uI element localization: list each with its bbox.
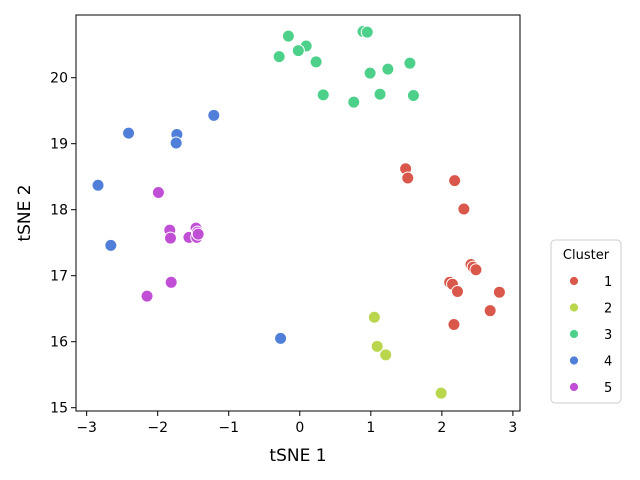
point-cluster-1 <box>492 285 506 299</box>
point-cluster-1 <box>457 202 471 216</box>
point-cluster-1 <box>469 263 483 277</box>
legend-marker <box>569 302 579 313</box>
legend-label: 1 <box>604 275 612 290</box>
point-cluster-5 <box>164 275 178 289</box>
point-cluster-1 <box>447 318 461 332</box>
legend-marker <box>569 276 579 286</box>
point-cluster-5 <box>163 231 177 245</box>
legend-box <box>550 239 622 404</box>
point-cluster-1 <box>448 174 462 188</box>
legend: Cluster 1 2 3 4 5 <box>550 239 622 404</box>
x-tick-label: 2 <box>437 420 446 436</box>
point-cluster-1 <box>450 285 464 299</box>
legend-title: Cluster <box>563 248 610 263</box>
point-cluster-3 <box>406 89 420 103</box>
point-cluster-3 <box>381 62 395 76</box>
point-cluster-2 <box>434 386 448 400</box>
point-cluster-5 <box>151 186 165 200</box>
point-cluster-3 <box>291 44 305 58</box>
point-cluster-3 <box>281 29 295 43</box>
legend-marker <box>569 355 579 366</box>
point-cluster-3 <box>347 95 361 109</box>
x-tick-label: 3 <box>508 420 517 436</box>
point-cluster-5 <box>140 289 154 303</box>
point-cluster-1 <box>401 171 415 185</box>
legend-label: 2 <box>604 302 612 317</box>
point-cluster-2 <box>367 310 381 324</box>
x-axis-title: tSNE 1 <box>269 446 326 466</box>
x-tick-label: −1 <box>218 420 239 436</box>
legend-label: 5 <box>604 381 612 396</box>
y-tick-label: 19 <box>50 137 68 153</box>
point-cluster-2 <box>370 339 384 353</box>
legend-marker <box>569 329 579 339</box>
point-cluster-5 <box>191 227 205 241</box>
point-cluster-3 <box>403 56 417 70</box>
point-cluster-3 <box>309 55 323 69</box>
point-cluster-3 <box>360 25 374 39</box>
point-cluster-4 <box>169 136 183 150</box>
legend-marker <box>569 382 579 392</box>
point-cluster-4 <box>207 108 221 122</box>
point-cluster-3 <box>316 88 330 102</box>
point-cluster-1 <box>483 304 497 318</box>
x-tick-label: −2 <box>147 420 168 436</box>
x-tick-label: −3 <box>76 420 97 436</box>
point-cluster-3 <box>363 66 377 80</box>
y-axis-title: tSNE 2 <box>15 184 35 241</box>
y-tick-label: 18 <box>50 203 68 219</box>
y-tick-label: 16 <box>50 335 68 351</box>
point-cluster-4 <box>91 178 105 192</box>
y-tick-label: 15 <box>50 401 68 417</box>
x-tick-label: 0 <box>295 420 304 436</box>
plot-frame <box>75 14 521 412</box>
y-tick-label: 20 <box>50 71 68 87</box>
legend-label: 4 <box>604 355 612 370</box>
point-cluster-4 <box>122 126 136 140</box>
point-cluster-3 <box>373 87 387 101</box>
point-cluster-2 <box>379 348 393 362</box>
point-cluster-3 <box>272 50 286 64</box>
point-cluster-4 <box>104 238 118 252</box>
y-tick-label: 17 <box>50 269 68 285</box>
point-cluster-4 <box>274 331 288 345</box>
x-tick-label: 1 <box>366 420 375 436</box>
legend-label: 3 <box>604 328 612 343</box>
